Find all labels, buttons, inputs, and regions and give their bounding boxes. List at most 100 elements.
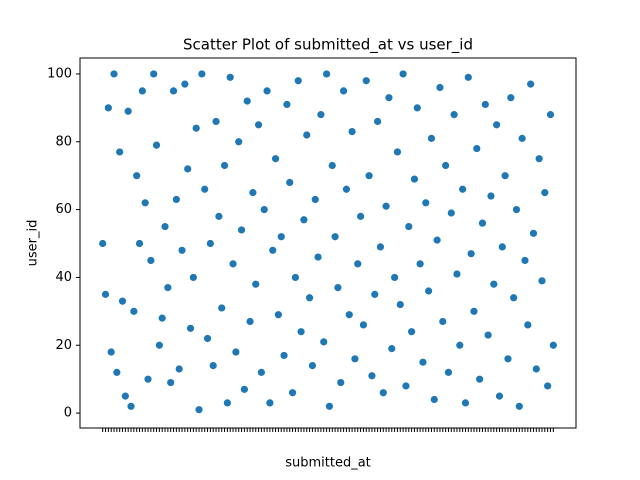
point	[509, 293, 519, 303]
point	[291, 273, 300, 282]
point	[492, 120, 502, 130]
point	[288, 388, 297, 398]
point	[143, 374, 153, 384]
point	[458, 184, 468, 194]
point	[486, 191, 496, 201]
point	[322, 69, 331, 79]
point	[361, 76, 371, 86]
point	[256, 367, 266, 377]
point	[174, 364, 184, 374]
point	[404, 222, 414, 231]
point	[135, 239, 144, 248]
point	[146, 256, 156, 265]
point	[285, 178, 295, 187]
point	[118, 296, 127, 306]
point	[205, 239, 215, 248]
point	[514, 401, 524, 411]
point	[180, 79, 190, 89]
point	[299, 215, 309, 225]
point	[463, 72, 473, 82]
point	[472, 144, 482, 153]
y-axis-label: user_id	[26, 220, 41, 267]
point	[325, 401, 334, 411]
point	[115, 147, 125, 157]
point	[489, 279, 499, 289]
point	[149, 69, 159, 79]
point	[466, 249, 476, 259]
point	[194, 405, 204, 415]
y-tick-label: 20	[55, 338, 72, 353]
point	[239, 384, 249, 394]
point	[273, 310, 283, 320]
point	[418, 357, 428, 367]
point	[228, 259, 238, 269]
point	[370, 289, 380, 299]
point	[424, 286, 434, 296]
point	[237, 225, 246, 235]
point	[305, 293, 314, 303]
point	[214, 211, 224, 221]
point	[313, 252, 323, 262]
point	[412, 103, 422, 113]
point	[132, 171, 142, 181]
point	[169, 86, 178, 96]
plot-frame	[79, 57, 577, 429]
point	[101, 289, 110, 299]
point	[126, 401, 136, 411]
point	[183, 164, 193, 174]
point	[520, 256, 530, 265]
point	[398, 69, 408, 79]
point	[384, 93, 394, 103]
point	[259, 205, 269, 214]
point	[330, 232, 340, 242]
point	[137, 86, 147, 96]
point	[452, 269, 462, 279]
point	[211, 117, 221, 126]
point	[154, 340, 164, 350]
y-tick-label: 60	[55, 202, 72, 217]
point	[279, 351, 289, 360]
point	[316, 110, 326, 120]
point	[186, 323, 195, 333]
point	[310, 195, 320, 204]
point	[109, 69, 119, 79]
point	[517, 133, 527, 143]
point	[478, 218, 487, 228]
point	[503, 354, 513, 364]
point	[106, 347, 116, 357]
point	[319, 337, 329, 347]
point	[217, 303, 227, 313]
point	[276, 232, 286, 242]
point	[531, 364, 541, 374]
point	[455, 340, 465, 350]
point	[265, 398, 275, 408]
point	[534, 154, 544, 164]
point	[537, 276, 547, 286]
point	[441, 161, 451, 170]
point	[410, 174, 419, 184]
point	[480, 100, 490, 109]
point	[347, 127, 357, 136]
point	[220, 161, 229, 170]
point	[497, 242, 507, 252]
point	[461, 398, 470, 408]
point	[200, 184, 210, 194]
point	[469, 306, 479, 316]
point	[353, 259, 363, 269]
point	[523, 320, 533, 330]
point	[444, 367, 453, 377]
y-tick-label: 40	[55, 270, 72, 285]
point	[160, 222, 170, 231]
point	[500, 171, 510, 181]
point	[342, 184, 351, 194]
point	[548, 340, 558, 350]
point	[475, 374, 485, 384]
point	[540, 188, 550, 198]
point	[112, 367, 122, 377]
point	[302, 130, 312, 140]
y-tick-label: 0	[64, 406, 72, 421]
point	[344, 310, 354, 320]
point	[163, 283, 173, 292]
point	[231, 347, 241, 357]
point	[197, 69, 207, 79]
